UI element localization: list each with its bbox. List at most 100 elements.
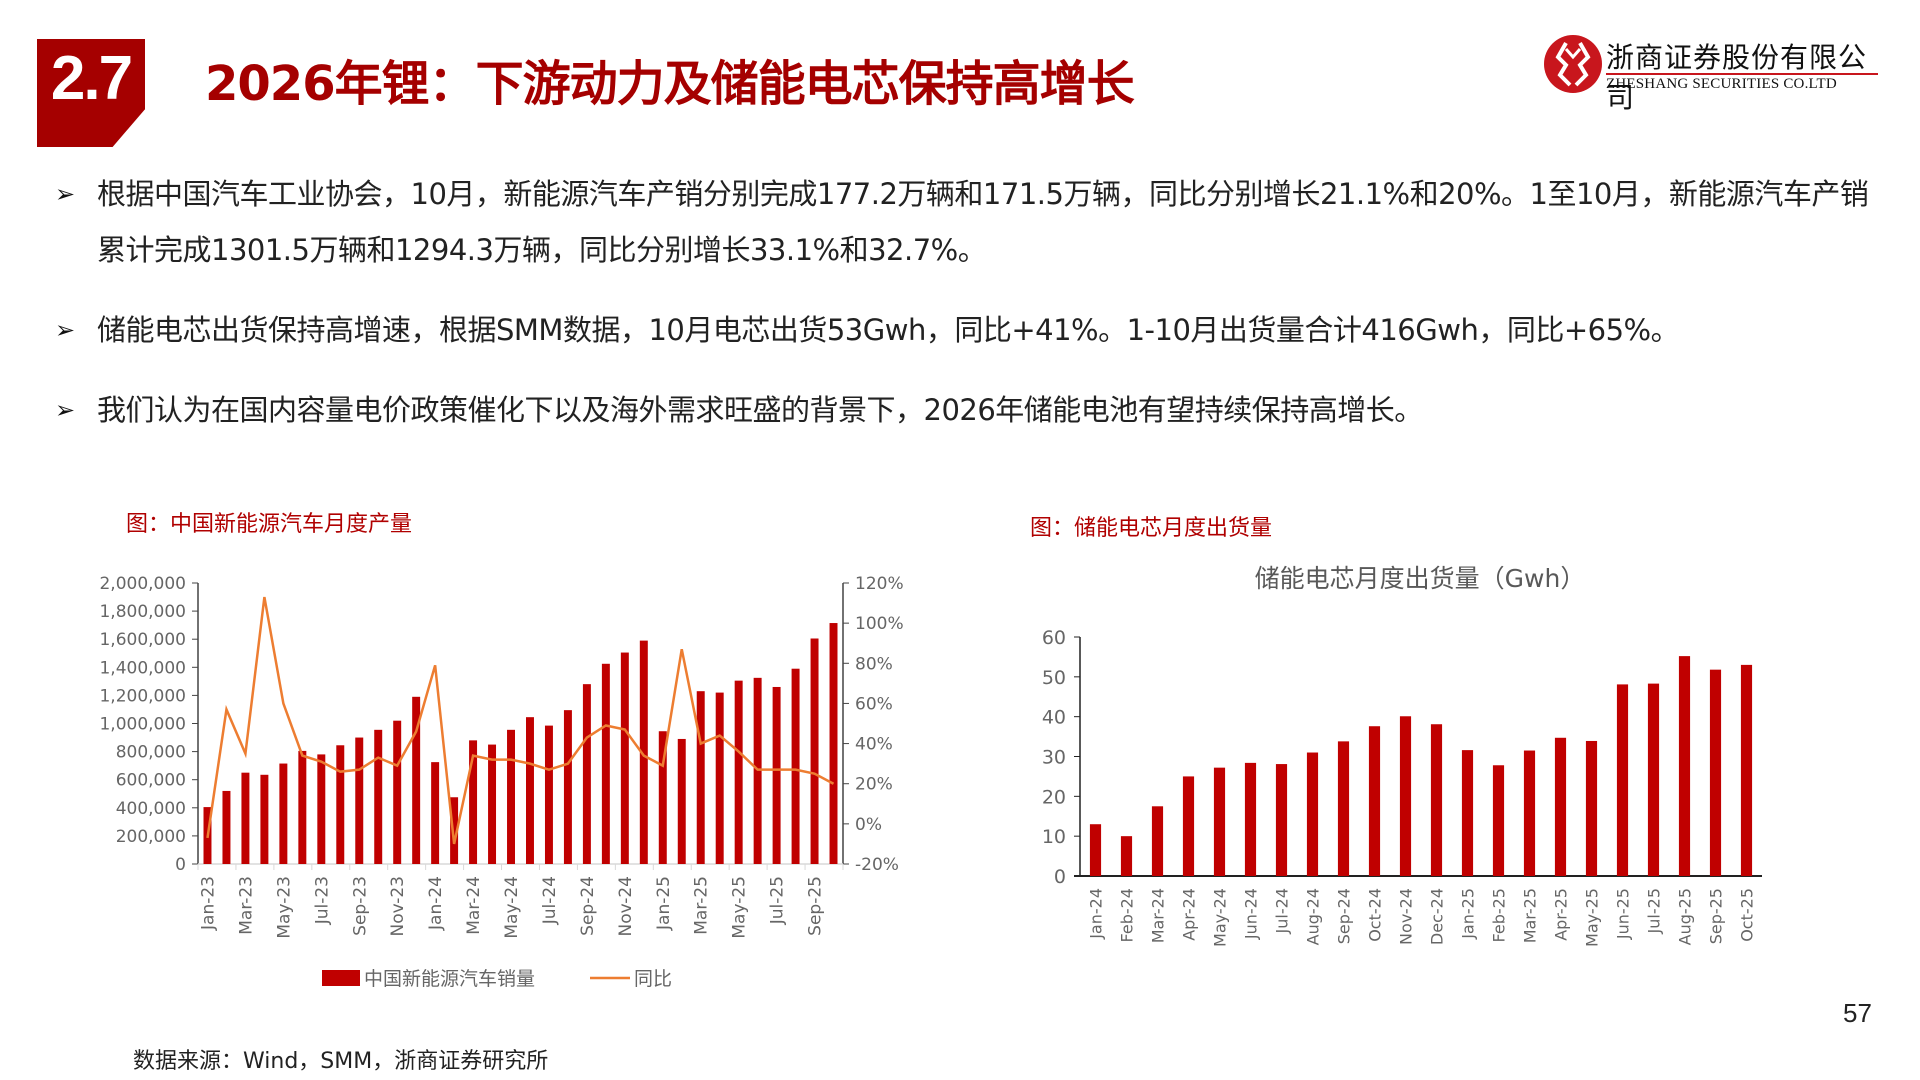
bar	[715, 692, 724, 864]
bar	[1616, 684, 1629, 876]
bar	[829, 623, 838, 864]
x-axis-tick: Sep-23	[350, 876, 370, 936]
bar	[507, 729, 515, 864]
x-axis-tick: Mar-23	[236, 876, 256, 935]
left-axis-tick: 200,000	[116, 827, 186, 847]
x-axis-tick: Jul-23	[312, 876, 332, 925]
bar	[563, 710, 572, 864]
bar	[810, 638, 819, 864]
bar	[1120, 836, 1133, 876]
section-number: 2.7	[50, 44, 133, 113]
bar	[412, 696, 421, 864]
bar	[1678, 656, 1691, 876]
y-axis-tick: 30	[1042, 747, 1066, 769]
x-axis-tick: May-25	[730, 876, 750, 939]
x-axis-tick: May-24	[502, 876, 522, 939]
bar	[1430, 724, 1443, 876]
left-figure-caption: 图：中国新能源汽车月度产量	[126, 512, 413, 537]
x-axis-tick: Oct-24	[1366, 888, 1385, 942]
data-source: 数据来源：Wind，SMM，浙商证券研究所	[133, 1049, 549, 1074]
x-axis-tick: Jan-25	[1459, 888, 1478, 940]
section-number-badge: 2.7	[37, 39, 145, 147]
right-axis-tick: 0%	[855, 815, 882, 835]
right-axis-tick: 120%	[855, 574, 904, 594]
bar	[260, 774, 269, 864]
left-axis-tick: 1,200,000	[99, 686, 186, 706]
x-axis-tick: Jun-25	[1614, 888, 1633, 940]
y-axis-tick: 60	[1042, 627, 1066, 649]
y-axis-tick: 40	[1042, 707, 1066, 729]
x-axis-tick: Mar-25	[1521, 888, 1540, 943]
x-axis-tick: May-23	[274, 876, 294, 939]
x-axis-tick: Jan-25	[654, 876, 674, 931]
bar	[1585, 740, 1598, 876]
bar	[1368, 726, 1381, 876]
bar	[734, 680, 743, 864]
bar	[677, 738, 686, 864]
left-axis-tick: 1,000,000	[99, 715, 186, 735]
y-axis-tick: 50	[1042, 667, 1066, 689]
right-axis-tick: -20%	[855, 855, 899, 875]
bar	[696, 691, 705, 864]
x-axis-tick: Feb-25	[1490, 888, 1509, 942]
bullet-item: ➢ 储能电芯出货保持高增速，根据SMM数据，10月电芯出货53Gwh，同比+41…	[55, 302, 1885, 358]
x-axis-tick: May-24	[1211, 888, 1230, 947]
x-axis-tick: Jan-23	[198, 876, 218, 931]
zheshang-logo-icon	[1544, 35, 1602, 93]
arrow-bullet-icon: ➢	[55, 180, 75, 208]
x-axis-tick: Nov-23	[388, 876, 408, 937]
x-axis-tick: Aug-24	[1304, 888, 1323, 945]
left-axis-tick: 1,800,000	[99, 602, 186, 622]
x-axis-tick: Feb-24	[1118, 888, 1137, 942]
bullet-text: 储能电芯出货保持高增速，根据SMM数据，10月电芯出货53Gwh，同比+41%。…	[97, 313, 1680, 347]
bullet-list: ➢ 根据中国汽车工业协会，10月，新能源汽车产销分别完成177.2万辆和171.…	[55, 166, 1885, 462]
legend-swatch-bar	[322, 970, 360, 986]
bar	[1461, 750, 1474, 876]
chart-title: 储能电芯月度出货量（Gwh）	[1255, 564, 1586, 593]
bar	[1492, 765, 1505, 876]
bar	[1399, 716, 1412, 876]
bar	[1337, 741, 1350, 876]
bar	[222, 790, 231, 864]
x-axis-tick: Aug-25	[1676, 888, 1695, 945]
right-axis-tick: 20%	[855, 775, 893, 795]
bullet-text: 我们认为在国内容量电价政策催化下以及海外需求旺盛的背景下，2026年储能电池有望…	[97, 393, 1423, 427]
right-axis-tick: 80%	[855, 654, 893, 674]
legend-label-yoy: 同比	[634, 968, 672, 990]
bar	[1182, 776, 1195, 876]
legend-label-sales: 中国新能源汽车销量	[364, 968, 535, 990]
company-logo: 浙商证券股份有限公司 ZHESHANG SECURITIES CO.LTD	[1544, 30, 1884, 114]
x-axis-tick: Mar-25	[692, 876, 712, 935]
x-axis-tick: Jul-24	[540, 876, 560, 925]
bar	[582, 684, 591, 864]
bar	[1306, 752, 1319, 876]
x-axis-tick: Nov-24	[1397, 888, 1416, 945]
bullet-item: ➢ 根据中国汽车工业协会，10月，新能源汽车产销分别完成177.2万辆和171.…	[55, 166, 1885, 278]
bar	[658, 731, 667, 864]
bar	[469, 740, 478, 864]
bar	[1554, 737, 1567, 876]
x-axis-tick: Jul-25	[768, 876, 788, 925]
left-axis-tick: 600,000	[116, 771, 186, 791]
x-axis-tick: Jan-24	[1087, 888, 1106, 940]
storage-cell-shipment-chart: 储能电芯月度出货量（Gwh） 60 50 40 30 20 10 0 Jan-24 Feb-24 M…	[1042, 564, 1762, 947]
nev-production-chart: 2,000,000 1,800,000 1,600,000 1,400,000 1,20…	[99, 574, 904, 990]
bar	[1709, 669, 1722, 876]
x-axis-tick: Sep-24	[1335, 888, 1354, 944]
bar	[1523, 750, 1536, 876]
x-axis-tick: Sep-24	[578, 876, 598, 936]
bullet-item: ➢ 我们认为在国内容量电价政策催化下以及海外需求旺盛的背景下，2026年储能电池…	[55, 382, 1885, 438]
bar	[1244, 762, 1257, 876]
logo-divider	[1606, 73, 1878, 75]
bar	[241, 772, 250, 864]
bar	[393, 720, 402, 864]
page-number: 57	[1843, 998, 1872, 1028]
bar	[317, 754, 326, 864]
x-axis-tick: Sep-25	[1707, 888, 1726, 944]
yoy-line	[206, 596, 835, 845]
x-axis-tick: Jan-24	[426, 876, 446, 931]
x-axis-tick: Mar-24	[464, 876, 484, 935]
right-axis-tick: 100%	[855, 614, 904, 634]
x-axis-tick: Jun-24	[1242, 888, 1261, 940]
bar	[431, 762, 440, 864]
